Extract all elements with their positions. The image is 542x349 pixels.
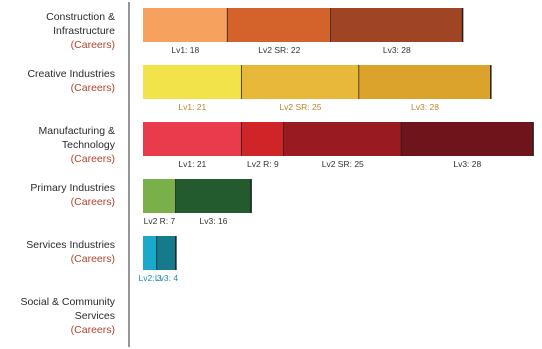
category-sublabel: (Careers) — [71, 324, 115, 336]
bar-segment — [143, 8, 228, 42]
category-sublabel: (Careers) — [71, 196, 115, 208]
bar-segment — [331, 8, 463, 42]
category-label: Social & Community — [20, 296, 115, 308]
segment-value-label: Lv1: 21 — [178, 102, 206, 112]
category-label: Primary Industries — [30, 182, 115, 194]
bar-segment — [175, 179, 252, 213]
bar-segment — [359, 65, 491, 99]
segment-value-label: Lv3: 28 — [453, 159, 481, 169]
segment-value-label: Lv2 SR: 25 — [322, 159, 364, 169]
bar-segment — [401, 122, 534, 156]
segment-value-label: Lv3: 28 — [411, 102, 439, 112]
category-label: Technology — [62, 139, 116, 151]
bar-segment — [143, 236, 158, 270]
segment-value-label: Lv2: 3 — [138, 273, 161, 283]
bar-segment — [143, 65, 242, 99]
category-label: Services Industries — [26, 239, 115, 251]
segment-value-label: Lv2 R: 7 — [144, 216, 176, 226]
segment-value-label: Lv2 R: 9 — [247, 159, 279, 169]
bar-segment — [284, 122, 402, 156]
category-sublabel: (Careers) — [71, 253, 115, 265]
bar-segment — [143, 179, 176, 213]
segment-value-label: Lv3: 28 — [383, 45, 411, 55]
segment-value-label: Lv3: 4 — [155, 273, 178, 283]
bar-segment — [157, 236, 176, 270]
segment-value-label: Lv2 SR: 25 — [279, 102, 321, 112]
category-label: Construction & — [46, 11, 115, 23]
bar-segment — [241, 122, 284, 156]
bar-segment — [241, 65, 360, 99]
category-sublabel: (Careers) — [71, 153, 115, 165]
category-label: Services — [75, 310, 115, 322]
category-label: Manufacturing & — [39, 125, 115, 137]
bar-segment — [143, 122, 242, 156]
category-label: Creative Industries — [27, 68, 115, 80]
segment-value-label: Lv1: 18 — [171, 45, 199, 55]
bar-segment — [227, 8, 331, 42]
category-sublabel: (Careers) — [71, 82, 115, 94]
category-label: Infrastructure — [53, 25, 115, 37]
segment-value-label: Lv2 SR: 22 — [258, 45, 300, 55]
segment-value-label: Lv3: 16 — [200, 216, 228, 226]
category-sublabel: (Careers) — [71, 39, 115, 51]
segment-value-label: Lv1: 21 — [178, 159, 206, 169]
